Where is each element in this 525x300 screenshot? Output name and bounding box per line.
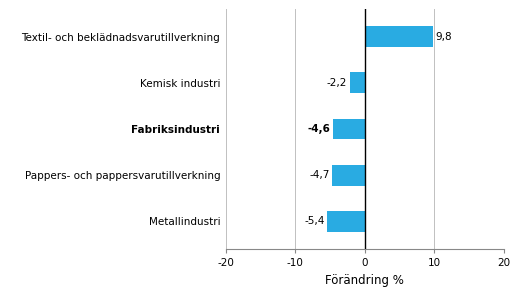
- Bar: [327, 211, 365, 232]
- Text: 9,8: 9,8: [436, 32, 453, 42]
- Bar: [333, 118, 365, 140]
- Text: -4,6: -4,6: [307, 124, 330, 134]
- Text: -5,4: -5,4: [304, 216, 324, 226]
- Text: -4,7: -4,7: [309, 170, 329, 180]
- Bar: [332, 165, 365, 185]
- Text: -2,2: -2,2: [327, 78, 347, 88]
- X-axis label: Förändring %: Förändring %: [326, 274, 404, 286]
- Bar: [365, 26, 433, 47]
- Bar: [350, 73, 365, 93]
